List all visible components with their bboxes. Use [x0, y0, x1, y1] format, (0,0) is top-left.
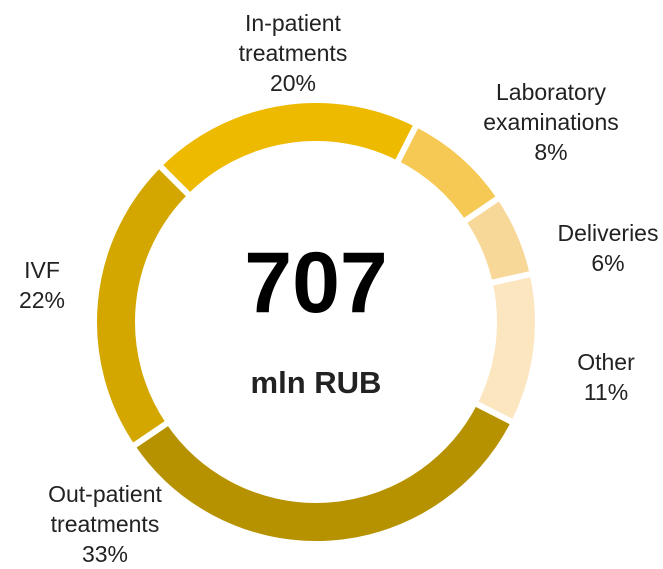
category-label: Deliveries	[557, 220, 659, 246]
category-label: In-patient treatments	[238, 10, 348, 66]
value-label: 33%	[81, 541, 129, 567]
category-label: Out-patient treatments	[48, 481, 162, 537]
value-label: 11%	[583, 379, 629, 405]
slice	[470, 269, 541, 427]
slice-label: In-patient treatments 20%	[208, 8, 378, 98]
value-label: 6%	[591, 250, 625, 276]
slice-label: Other 11%	[546, 347, 663, 407]
slice-label: Deliveries 6%	[543, 218, 663, 278]
center-unit: mln RUB	[251, 365, 382, 400]
value-label: 22%	[18, 287, 66, 313]
category-label: Laboratory examinations	[483, 79, 619, 135]
category-label: Other	[577, 349, 635, 375]
value-label: 20%	[269, 70, 317, 96]
center-value: 707	[244, 235, 388, 331]
slice-label: Out-patient treatments 33%	[20, 479, 190, 569]
category-label: IVF	[24, 257, 60, 283]
value-label: 8%	[534, 139, 568, 165]
slice	[91, 160, 195, 451]
slice	[154, 97, 421, 201]
slice	[392, 120, 504, 227]
slice-label: IVF 22%	[7, 255, 77, 315]
slice	[128, 398, 518, 547]
slice-label: Laboratory examinations 8%	[466, 77, 636, 167]
slice	[459, 193, 537, 287]
